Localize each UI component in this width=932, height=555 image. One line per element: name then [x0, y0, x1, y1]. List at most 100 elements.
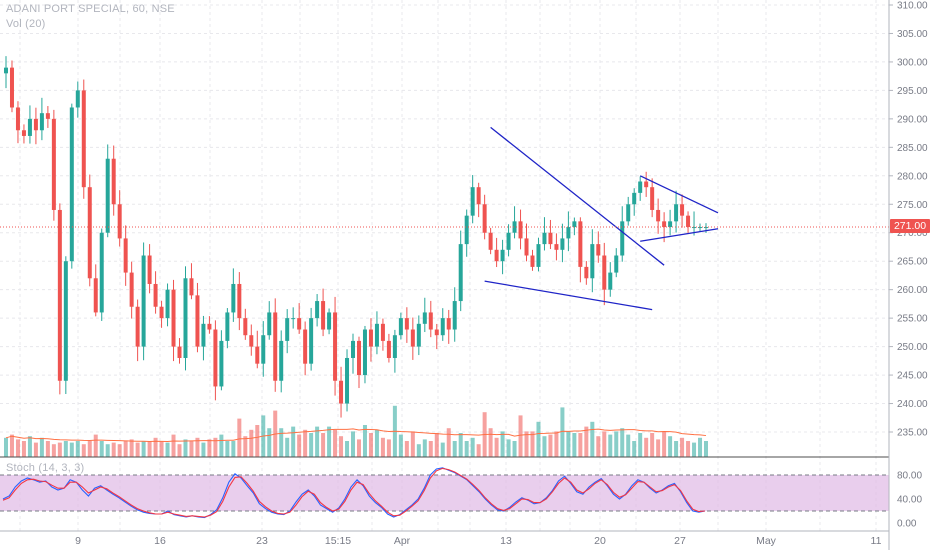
- candle-body: [416, 323, 421, 347]
- volume-bar: [488, 428, 493, 457]
- volume-bar: [440, 442, 445, 457]
- price-tick-label: 280.00: [897, 171, 928, 182]
- volume-bar: [380, 437, 385, 457]
- volume-bar: [243, 436, 248, 457]
- volume-bar: [674, 441, 679, 457]
- candle-body: [542, 232, 547, 245]
- candle-body: [680, 204, 685, 216]
- volume-bar: [386, 439, 391, 457]
- candle-body: [434, 329, 439, 336]
- candle-body: [530, 255, 535, 267]
- candle-body: [213, 329, 218, 387]
- symbol-legend[interactable]: ADANI PORT SPECIAL, 60, NSE: [6, 3, 175, 15]
- candle-body: [135, 306, 140, 347]
- volume-bar: [27, 436, 32, 457]
- price-tick-label: 240.00: [897, 399, 928, 410]
- price-axis[interactable]: 310.00 305.00 300.00 295.00 290.00 285.00 280.…: [889, 1, 928, 439]
- volume-bar: [476, 444, 481, 457]
- candle-body: [153, 283, 158, 307]
- price-tick-label: 305.00: [897, 29, 928, 40]
- candle-body: [309, 318, 314, 364]
- price-tick-label: 250.00: [897, 342, 928, 353]
- candle-body: [518, 221, 523, 239]
- volume-bar: [9, 434, 14, 457]
- candle-body: [39, 113, 44, 131]
- candle-body: [386, 340, 391, 358]
- candles[interactable]: [4, 56, 708, 418]
- volume-bar: [614, 431, 619, 457]
- volume-bar: [650, 433, 655, 457]
- volume-bar: [500, 431, 505, 457]
- volume-bar: [303, 429, 308, 457]
- time-tick-label: 16: [154, 535, 166, 547]
- volume-bar: [602, 431, 607, 457]
- volume-bar: [111, 442, 116, 457]
- candle-body: [410, 329, 415, 347]
- candle-body: [177, 346, 182, 358]
- candle-body: [63, 261, 68, 381]
- candle-body: [554, 244, 559, 250]
- volume-bar: [524, 431, 529, 457]
- candle-body: [392, 335, 397, 358]
- volume-bar: [225, 441, 230, 457]
- volume-bar: [620, 428, 625, 457]
- candle-body: [267, 312, 272, 336]
- time-axis[interactable]: 9 16 23 15:15 Apr 13 20 27 May 11: [75, 535, 882, 547]
- candle-body: [4, 67, 8, 74]
- volume-bar: [105, 444, 110, 457]
- candle-body: [506, 232, 511, 250]
- volume-bar: [680, 437, 685, 457]
- candle-body: [674, 204, 679, 222]
- volume-bar: [578, 433, 583, 457]
- stoch-band: [0, 474, 889, 512]
- volume-bar: [93, 434, 98, 457]
- candle-body: [321, 301, 326, 330]
- candle-body: [171, 289, 176, 347]
- price-tick-label: 285.00: [897, 143, 928, 154]
- stoch-tick-label: 80.00: [897, 471, 922, 482]
- volume-bar: [512, 441, 517, 457]
- candle-body: [698, 227, 703, 229]
- volume-bar: [662, 431, 667, 457]
- candle-body: [87, 187, 92, 279]
- volume-bar: [368, 433, 373, 457]
- candle-body: [291, 318, 296, 320]
- volume-bar: [57, 442, 62, 457]
- volume-bar: [129, 439, 134, 457]
- stoch-axis[interactable]: 80.00 40.00 0.00: [897, 471, 922, 530]
- candle-body: [440, 318, 445, 336]
- volume-bar: [255, 425, 260, 457]
- time-tick-label: 15:15: [325, 535, 351, 547]
- candle-body: [195, 295, 200, 347]
- candle-body: [524, 238, 529, 256]
- candle-body: [81, 90, 86, 188]
- volume-bar: [249, 429, 254, 457]
- volume-bar: [213, 437, 218, 457]
- candle-body: [141, 255, 146, 347]
- volume-bar: [165, 442, 170, 457]
- stoch-legend[interactable]: Stoch (14, 3, 3): [6, 462, 85, 474]
- candle-body: [105, 158, 110, 233]
- stoch-d-line: [2, 467, 706, 518]
- volume-bar: [201, 442, 206, 457]
- candle-body: [69, 107, 74, 262]
- price-tick-label: 260.00: [897, 285, 928, 296]
- volume-bar: [566, 431, 571, 457]
- price-tick-label: 265.00: [897, 257, 928, 268]
- trendlines[interactable]: [484, 126, 719, 311]
- candle-body: [668, 221, 673, 228]
- candle-body: [189, 278, 194, 296]
- candle-body: [339, 380, 344, 404]
- candle-body: [422, 312, 427, 324]
- candle-body: [368, 329, 373, 347]
- volume-bar: [189, 441, 194, 457]
- volume-bar: [171, 434, 176, 457]
- candle-body: [632, 192, 637, 205]
- volume-legend[interactable]: Vol (20): [6, 18, 46, 30]
- candle-body: [590, 244, 595, 279]
- time-tick-label: Apr: [394, 535, 411, 547]
- candle-body: [464, 215, 469, 245]
